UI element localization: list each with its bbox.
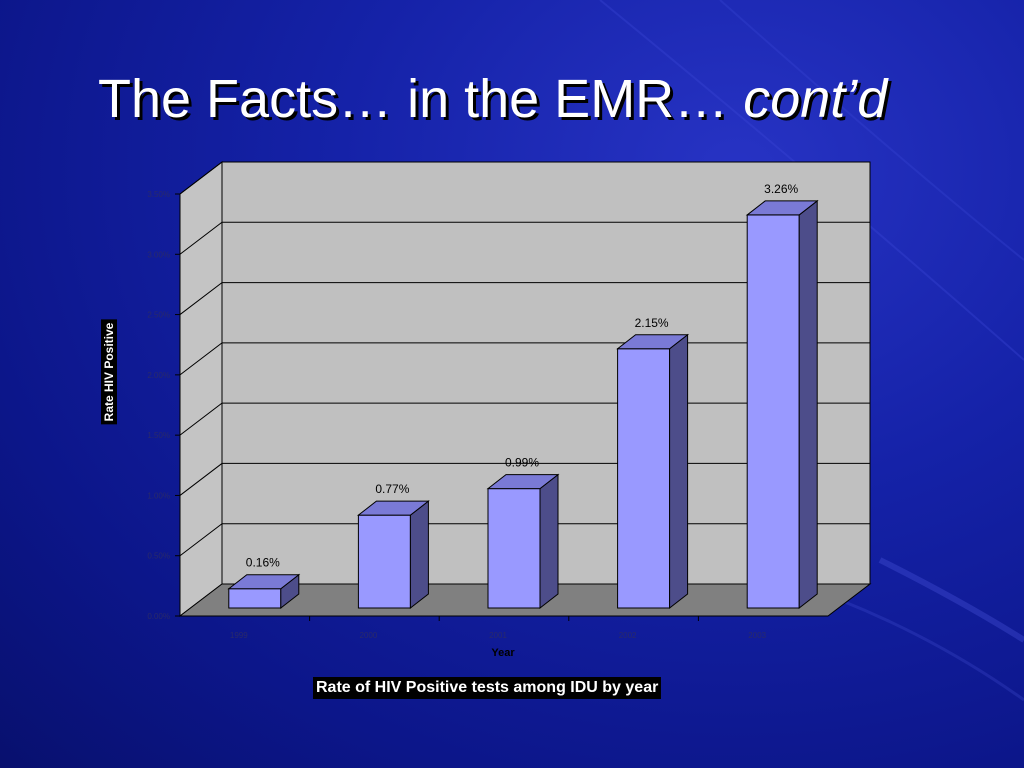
slide-title-italic: cont’d: [743, 69, 888, 129]
x-tick-label: 2002: [619, 631, 637, 640]
bar-2001: [487, 488, 541, 609]
bar-side-2003: [798, 199, 818, 610]
y-tick-label: 0.50%: [147, 552, 170, 561]
gridline: [179, 161, 870, 195]
x-tick-label: 2001: [489, 631, 507, 640]
y-tick-label: 3.50%: [147, 190, 170, 199]
y-tick-label: 1.00%: [147, 491, 170, 500]
y-tick-label: 2.50%: [147, 311, 170, 320]
bar-top-2001: [486, 474, 560, 490]
slide-title: The Facts… in the EMR… cont’d: [98, 68, 887, 130]
bar-top-2003: [745, 200, 819, 216]
data-label: 0.16%: [246, 556, 280, 570]
x-tick-label: 2000: [360, 631, 378, 640]
y-tick-label: 3.00%: [147, 250, 170, 259]
data-label: 2.15%: [635, 316, 669, 330]
gridline: [179, 282, 870, 315]
y-tick-label: 0.00%: [147, 612, 170, 621]
bar-top-2000: [356, 500, 430, 516]
bar-1999: [228, 588, 282, 609]
bar-side-2000: [409, 500, 429, 610]
bar-side-2002: [669, 333, 689, 610]
chart-caption: Rate of HIV Positive tests among IDU by …: [313, 677, 662, 699]
x-tick-label: 1999: [230, 631, 248, 640]
slide-title-main: The Facts… in the EMR…: [98, 69, 744, 129]
bar-top-2002: [616, 334, 690, 350]
data-label: 0.77%: [375, 482, 409, 496]
bar-2003: [746, 214, 800, 609]
bar-2002: [617, 348, 671, 609]
data-label: 3.26%: [764, 182, 798, 196]
bar-2000: [357, 514, 411, 609]
x-tick-label: 2003: [748, 631, 766, 640]
bar-side-2001: [539, 473, 559, 610]
x-axis-title: Year: [491, 647, 515, 659]
y-tick-label: 2.00%: [147, 371, 170, 380]
gridline: [179, 221, 870, 255]
y-axis-label: Rate HIV Positive: [101, 319, 117, 425]
chart-side-wall: [179, 160, 223, 618]
bar-top-1999: [227, 574, 301, 590]
data-label: 0.99%: [505, 456, 539, 470]
y-tick-label: 1.50%: [147, 431, 170, 440]
